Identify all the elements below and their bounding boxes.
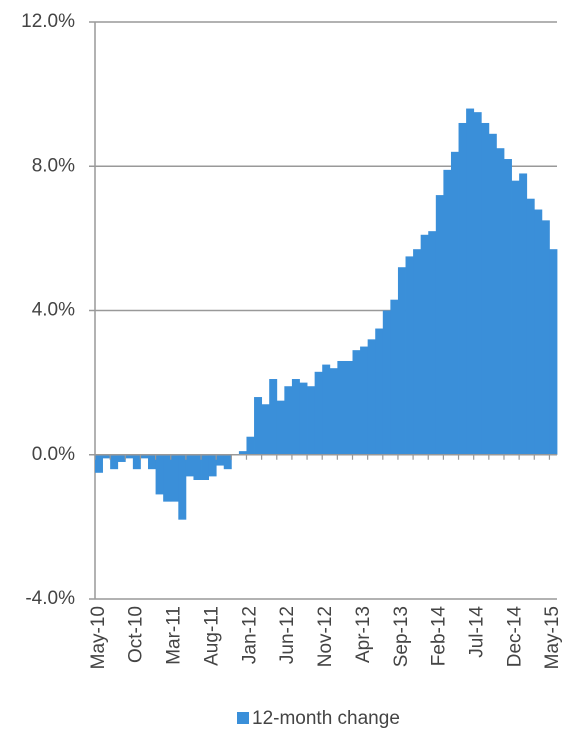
- bar: [511, 180, 520, 455]
- bar: [238, 451, 247, 455]
- bar: [375, 328, 384, 455]
- bar: [390, 299, 399, 455]
- y-tick-label: 12.0%: [21, 11, 75, 32]
- bar: [163, 454, 172, 502]
- bar: [466, 108, 475, 455]
- x-tick-label: Mar-11: [164, 606, 185, 665]
- bar: [367, 339, 376, 455]
- bar: [254, 397, 263, 455]
- bar: [148, 454, 156, 470]
- bar: [155, 454, 164, 495]
- bar: [185, 454, 194, 477]
- bar: [314, 371, 323, 455]
- bar: [322, 364, 331, 455]
- bar: [360, 346, 369, 455]
- bar: [413, 249, 422, 455]
- bar: [503, 159, 512, 455]
- x-tick-label: Feb-14: [429, 606, 450, 667]
- bar: [299, 382, 308, 455]
- y-tick-label: 4.0%: [32, 300, 75, 321]
- bar: [125, 454, 134, 459]
- bar: [246, 436, 255, 455]
- bar: [269, 379, 278, 455]
- bar: [193, 454, 202, 480]
- x-tick-label: Oct-10: [126, 606, 147, 663]
- bar: [549, 249, 558, 455]
- bar: [526, 198, 535, 455]
- bar: [352, 350, 361, 455]
- bar: [397, 267, 406, 455]
- bar: [329, 368, 338, 455]
- x-tick-label: Nov-12: [315, 606, 336, 667]
- bar: [344, 360, 353, 455]
- bar: [405, 256, 414, 455]
- bar: [307, 386, 316, 455]
- bar: [450, 151, 459, 455]
- bar: [170, 454, 179, 502]
- bar: [382, 310, 391, 455]
- bar: [117, 454, 126, 462]
- bar: [435, 195, 444, 455]
- x-tick-label: May-15: [542, 606, 563, 669]
- x-tick-label: Jan-12: [239, 606, 260, 664]
- bar: [208, 454, 217, 477]
- bar: [496, 148, 505, 455]
- bar: [110, 454, 119, 470]
- legend-swatch: [237, 712, 249, 724]
- bar: [473, 112, 482, 455]
- bar: [201, 454, 210, 480]
- bar: [276, 400, 285, 455]
- x-tick-label: May-10: [88, 606, 109, 669]
- bar: [443, 169, 452, 455]
- bar: [541, 220, 550, 455]
- bar: [284, 386, 293, 455]
- bar: [178, 454, 187, 520]
- bar: [216, 454, 225, 466]
- bar: [488, 133, 497, 455]
- y-tick-label: -4.0%: [25, 588, 75, 609]
- bar: [420, 234, 429, 455]
- bar: [534, 209, 543, 455]
- bar: [519, 173, 528, 455]
- bar: [95, 454, 103, 473]
- bar: [132, 454, 141, 470]
- legend-label: 12-month change: [252, 708, 400, 729]
- x-tick-label: Jun-12: [277, 606, 298, 664]
- x-tick-label: Apr-13: [353, 606, 374, 663]
- bar: [102, 454, 111, 459]
- bar: [291, 379, 300, 455]
- x-tick-label: Aug-11: [201, 606, 222, 666]
- bar: [261, 404, 270, 455]
- y-tick-label: 0.0%: [32, 444, 75, 465]
- bar: [223, 454, 232, 470]
- bar: [458, 122, 467, 455]
- bar: [140, 454, 149, 459]
- x-tick-label: Sep-13: [391, 606, 412, 667]
- bar: [337, 360, 346, 455]
- x-tick-label: Dec-14: [504, 606, 525, 668]
- y-tick-label: 8.0%: [32, 155, 75, 176]
- bar: [481, 122, 490, 455]
- bar: [428, 231, 437, 455]
- x-tick-label: Jul-14: [466, 606, 487, 658]
